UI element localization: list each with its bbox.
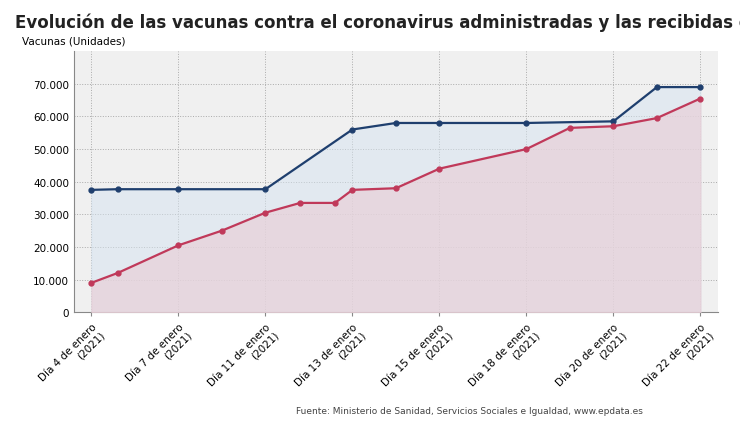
Text: Evolución de las vacunas contra el coronavirus administradas y las recibidas en : Evolución de las vacunas contra el coron… [15, 13, 740, 32]
Text: Fuente: Ministerio de Sanidad, Servicios Sociales e Igualdad, www.epdata.es: Fuente: Ministerio de Sanidad, Servicios… [296, 406, 643, 414]
Text: Vacunas (Unidades): Vacunas (Unidades) [22, 37, 126, 47]
